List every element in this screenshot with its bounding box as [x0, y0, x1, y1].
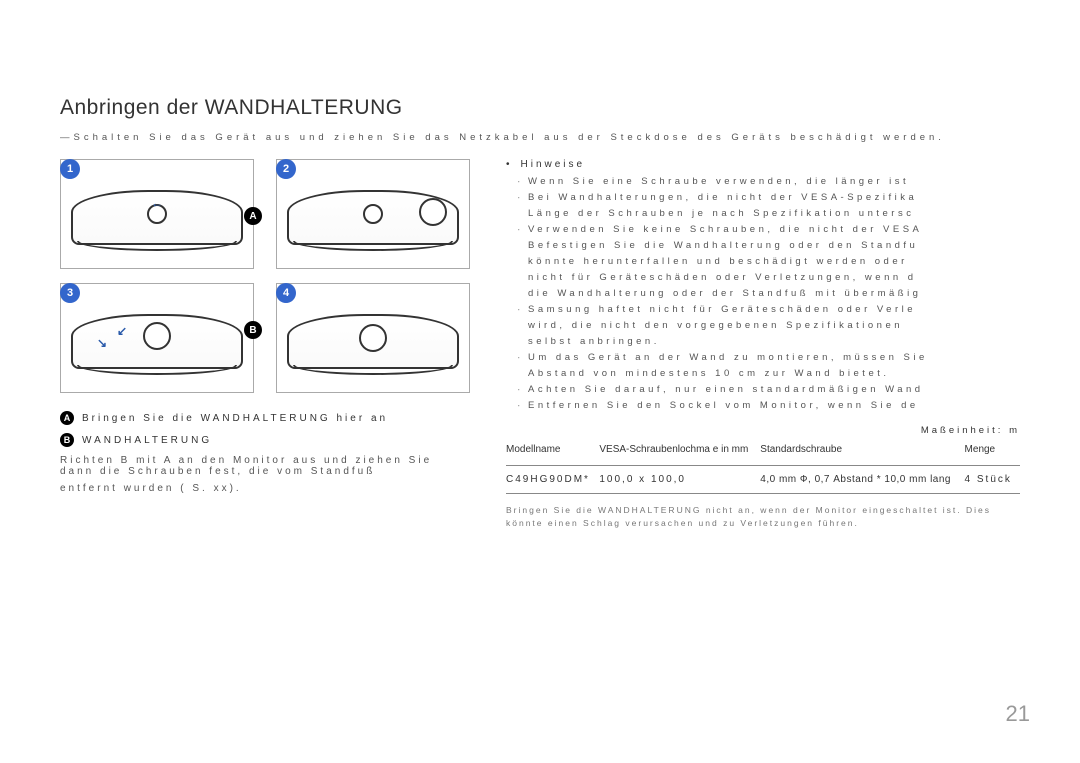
step-badge-4: 4 — [276, 283, 296, 303]
diagram-step-4: 4 — [276, 283, 470, 393]
td-qty: 4 Stück — [965, 466, 1020, 494]
td-screw: 4,0 mm Ф, 0,7 Abstand * 10,0 mm lang — [760, 466, 964, 494]
spec-table: Modellname VESA-Schraubenlochma e in mm … — [506, 440, 1020, 494]
th-model: Modellname — [506, 440, 599, 466]
td-vesa: 100,0 x 100,0 — [599, 466, 760, 494]
diagram-column: 1 ← A 2 — [60, 159, 470, 530]
circle-b-icon: B — [60, 433, 74, 447]
step-badge-2: 2 — [276, 159, 296, 179]
callout-b-icon: B — [244, 321, 262, 339]
hinweis-item: Länge der Schrauben je nach Spezifikatio… — [518, 208, 1020, 219]
hinweis-item: Verwenden Sie keine Schrauben, die nicht… — [518, 224, 1020, 235]
hinweis-item: Wenn Sie eine Schraube verwenden, die lä… — [518, 176, 1020, 187]
caption-a: A Bringen Sie die WANDHALTERUNG hier an — [60, 411, 470, 425]
notes-column: Hinweise Wenn Sie eine Schraube verwende… — [506, 159, 1020, 530]
diagram-step-2: 2 — [276, 159, 470, 269]
caption-b: B WANDHALTERUNG — [60, 433, 470, 447]
unit-label: Maßeinheit: m — [506, 425, 1020, 436]
hinweis-item: die Wandhalterung oder der Standfuß mit … — [518, 288, 1020, 299]
hinweis-item: selbst anbringen. — [518, 336, 1020, 347]
caption-b-text: WANDHALTERUNG — [82, 435, 212, 446]
hinweise-heading: Hinweise — [506, 159, 1020, 170]
hinweis-item: Um das Gerät an der Wand zu montieren, m… — [518, 352, 1020, 363]
th-screw: Standardschraube — [760, 440, 964, 466]
hinweis-item: Samsung haftet nicht für Geräteschäden o… — [518, 304, 1020, 315]
step-badge-3: 3 — [60, 283, 80, 303]
hinweis-item: Entfernen Sie den Sockel vom Monitor, we… — [518, 400, 1020, 411]
callout-a-icon: A — [244, 207, 262, 225]
caption-a-text: Bringen Sie die WANDHALTERUNG hier an — [82, 413, 388, 424]
hinweis-item: Bei Wandhalterungen, die nicht der VESA-… — [518, 192, 1020, 203]
th-vesa: VESA-Schraubenlochma e in mm — [599, 440, 760, 466]
step-badge-1: 1 — [60, 159, 80, 179]
diagram-step-1: 1 ← A — [60, 159, 254, 269]
hinweis-item: Abstand von mindestens 10 cm zur Wand bi… — [518, 368, 1020, 379]
diagram-step-3: 3 ↘ ↙ B — [60, 283, 254, 393]
page-title: Anbringen der WANDHALTERUNG — [60, 96, 1020, 120]
instruction-line-1: Richten B mit A an den Monitor aus und z… — [60, 455, 470, 477]
hinweis-item: Befestigen Sie die Wandhalterung oder de… — [518, 240, 1020, 251]
th-qty: Menge — [965, 440, 1020, 466]
td-model: C49HG90DM* — [506, 466, 599, 494]
warning-footnote: Bringen Sie die WANDHALTERUNG nicht an, … — [506, 504, 1020, 530]
hinweis-item: wird, die nicht den vorgegebenen Spezifi… — [518, 320, 1020, 331]
hinweis-item: nicht für Geräteschäden oder Verletzunge… — [518, 272, 1020, 283]
hinweise-list: Wenn Sie eine Schraube verwenden, die lä… — [506, 176, 1020, 411]
hinweis-item: könnte herunterfallen und beschädigt wer… — [518, 256, 1020, 267]
table-row: C49HG90DM* 100,0 x 100,0 4,0 mm Ф, 0,7 A… — [506, 466, 1020, 494]
circle-a-icon: A — [60, 411, 74, 425]
hinweis-item: Achten Sie darauf, nur einen standardmäß… — [518, 384, 1020, 395]
subtitle-line: ―Schalten Sie das Gerät aus und ziehen S… — [60, 132, 1020, 143]
instruction-line-2: entfernt wurden ( S. xx). — [60, 483, 470, 494]
page-number: 21 — [1006, 701, 1030, 727]
